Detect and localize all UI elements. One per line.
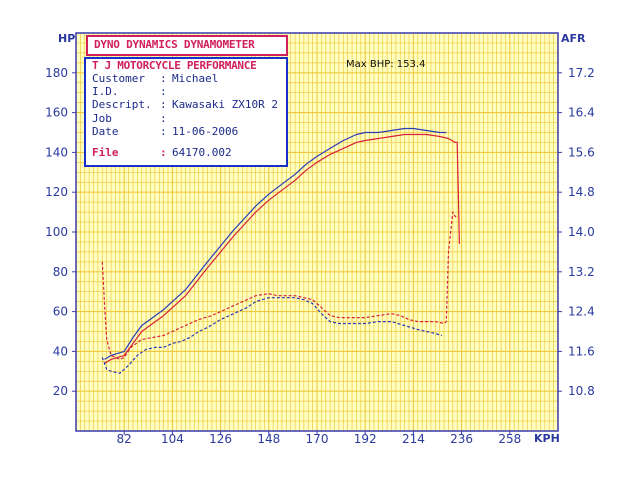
y2-axis-unit: AFR <box>561 32 586 45</box>
y-tick-label: 180 <box>45 66 68 80</box>
max-bhp-annotation: Max BHP: 153.4 <box>346 59 426 70</box>
y2-tick-label: 15.6 <box>568 145 595 159</box>
info-label: Job <box>92 112 112 125</box>
y-tick-label: 140 <box>45 145 68 159</box>
axes <box>72 32 562 435</box>
series-line-2 <box>104 127 447 360</box>
company-name: T J MOTORCYCLE PERFORMANCE <box>92 59 257 72</box>
y2-tick-label: 14.8 <box>568 185 595 199</box>
info-row-file: File:64170.002 <box>92 146 232 159</box>
file-value: 64170.002 <box>172 146 232 159</box>
axis-units: HP AFR KPH <box>58 32 586 445</box>
x-tick-label: 126 <box>209 432 232 446</box>
series-line-3 <box>101 211 458 360</box>
x-tick-label: 82 <box>117 432 132 446</box>
y2-tick-label: 14.0 <box>568 225 595 239</box>
info-value: 11-06-2006 <box>172 125 239 138</box>
x-tick-label: 236 <box>450 432 473 446</box>
series-line-4 <box>101 297 443 374</box>
file-label: File <box>92 146 119 159</box>
info-label: I.D. <box>92 85 119 98</box>
info-row-customer: Customer: Michael <box>92 72 219 85</box>
y2-tick-label: 10.8 <box>568 384 595 398</box>
info-row-id: I.D.: <box>92 85 167 98</box>
y-tick-label: 100 <box>45 225 68 239</box>
info-box: T J MOTORCYCLE PERFORMANCE Customer: Mich… <box>84 57 288 167</box>
y-tick-label: 80 <box>53 265 68 279</box>
dyno-title: DYNO DYNAMICS DYNAMOMETER <box>94 38 255 51</box>
info-row-job: Job: <box>92 112 167 125</box>
series-line-1 <box>104 133 460 364</box>
info-label: Customer <box>92 72 145 85</box>
title-box: DYNO DYNAMICS DYNAMOMETER <box>86 35 288 56</box>
info-value: Michael <box>172 72 219 85</box>
y-tick-label: 60 <box>53 305 68 319</box>
tick-labels: 20 40 60 80 100 120 140 160 180 10.8 11.6 12.4 13.2 1… <box>45 66 595 446</box>
info-row-date: Date:11-06-2006 <box>92 125 239 138</box>
y2-tick-label: 17.2 <box>568 66 595 80</box>
y-axis-unit: HP <box>58 32 75 45</box>
x-axis-unit: KPH <box>534 432 560 445</box>
info-value: Kawasaki ZX10R 2 <box>172 98 278 111</box>
y-tick-label: 40 <box>53 344 68 358</box>
y2-tick-label: 12.4 <box>568 305 595 319</box>
info-row-description: Descript.: Kawasaki ZX10R 2 <box>92 98 278 111</box>
x-tick-label: 104 <box>161 432 184 446</box>
x-tick-label: 214 <box>402 432 425 446</box>
y2-tick-label: 11.6 <box>568 344 595 358</box>
x-tick-label: 170 <box>306 432 329 446</box>
y-tick-label: 160 <box>45 106 68 120</box>
y2-tick-label: 16.4 <box>568 106 595 120</box>
y2-tick-label: 13.2 <box>568 265 595 279</box>
x-tick-label: 148 <box>257 432 280 446</box>
y-tick-label: 120 <box>45 185 68 199</box>
info-label: Date <box>92 125 119 138</box>
x-tick-label: 192 <box>354 432 377 446</box>
x-tick-label: 258 <box>498 432 521 446</box>
series-lines <box>101 127 460 374</box>
info-label: Descript. <box>92 98 152 111</box>
y-tick-label: 20 <box>53 384 68 398</box>
